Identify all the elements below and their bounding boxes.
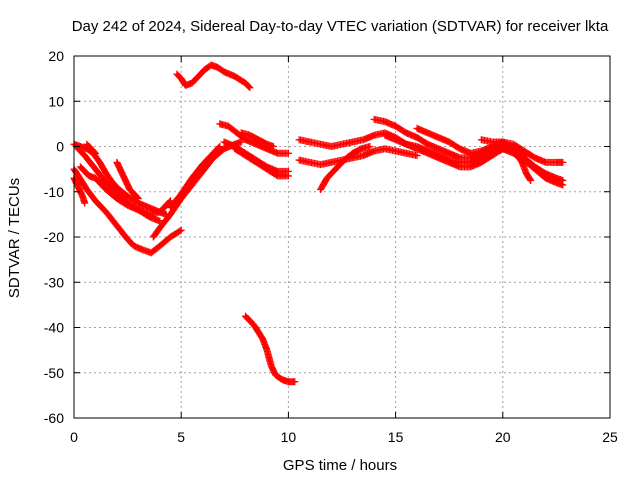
chart-title: Day 242 of 2024, Sidereal Day-to-day VTE… [72,18,609,35]
data-point [133,193,141,201]
data-point [134,195,142,203]
data-point [291,378,299,386]
series-arc2 [70,140,170,218]
data-point [245,83,253,91]
series-arc4 [76,163,174,218]
data-point [559,158,567,166]
series-arc7 [113,158,142,203]
y-tick-label: -40 [44,320,64,336]
data-point [90,148,98,156]
y-tick-label: -20 [44,229,64,245]
x-tick-label: 15 [388,429,404,445]
data-point [526,175,534,183]
data-point [413,152,421,160]
y-tick-label: -60 [44,410,64,426]
data-point [177,226,185,234]
series-arc14 [237,129,277,150]
data-point [165,198,173,206]
data-point [81,199,89,207]
data-point [91,149,99,157]
y-tick-label: -50 [44,365,64,381]
series-arc6 [83,140,99,157]
series-arc11 [216,120,292,157]
y-axis-title: SDTVAR / TECUs [6,178,23,298]
x-tick-label: 0 [70,429,78,445]
series-arc18 [317,143,374,193]
data-series-layer [70,61,567,386]
y-tick-label: -10 [44,184,64,200]
x-tick-label: 10 [281,429,297,445]
series-arc8 [149,138,245,241]
axis-ticks: 0 5 10 15 20 25 -60 -50 -40 -30 -20 -10 0 10 20 [44,48,618,445]
series-arc22 [477,136,535,184]
y-tick-label: -30 [44,274,64,290]
y-tick-label: 10 [48,93,64,109]
x-tick-label: 5 [177,429,185,445]
x-tick-label: 20 [495,429,511,445]
x-tick-label: 25 [602,429,618,445]
series-arc5 [70,174,89,207]
data-point [559,181,567,189]
x-axis-title: GPS time / hours [283,457,397,474]
data-point [269,143,277,150]
data-point [284,172,292,180]
data-point [366,143,374,150]
series-arc10 [173,61,254,92]
series-arc13 [231,145,292,180]
series-arc15 [242,312,299,386]
data-point [527,176,535,184]
series-arc9 [166,143,224,212]
data-point [215,144,223,152]
y-tick-label: 20 [48,48,64,64]
data-point [216,143,224,150]
y-tick-label: 0 [56,139,64,155]
data-point [246,84,254,92]
data-point [176,227,184,235]
data-point [284,149,292,157]
